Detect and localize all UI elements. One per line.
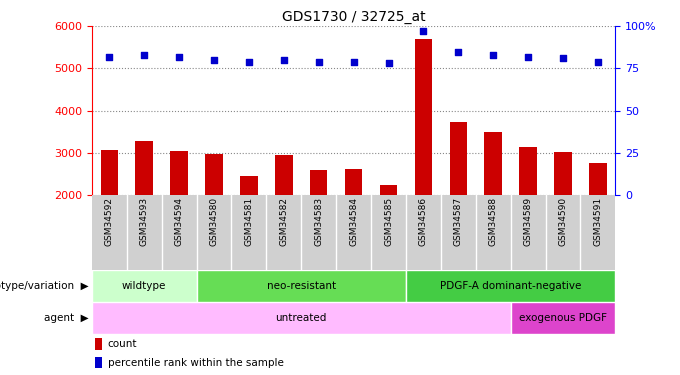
Bar [415,39,432,195]
Bar [92,270,197,302]
Text: GSM34589: GSM34589 [524,197,532,246]
Text: GSM34593: GSM34593 [139,197,149,246]
Bar [520,147,537,195]
Text: GSM34588: GSM34588 [489,197,498,246]
Text: GSM34592: GSM34592 [105,197,114,246]
Text: GSM34582: GSM34582 [279,197,288,246]
Point [592,58,603,64]
Bar [101,150,118,195]
Bar [379,185,397,195]
Point [173,54,184,60]
Text: neo-resistant: neo-resistant [267,281,336,291]
Text: count: count [107,339,137,349]
Text: GSM34591: GSM34591 [594,197,602,246]
Point [523,54,534,60]
Bar [554,152,572,195]
Bar [205,154,222,195]
Point [104,54,115,60]
Text: GSM34585: GSM34585 [384,197,393,246]
Point [488,52,498,58]
Bar [240,176,258,195]
Point [558,56,568,62]
Text: genotype/variation  ▶: genotype/variation ▶ [0,281,88,291]
Bar [197,270,406,302]
Bar [484,132,502,195]
Text: GSM34587: GSM34587 [454,197,463,246]
Text: agent  ▶: agent ▶ [44,313,88,323]
Bar [95,338,102,350]
Text: untreated: untreated [275,313,327,323]
Title: GDS1730 / 32725_at: GDS1730 / 32725_at [282,10,426,24]
Text: GSM34594: GSM34594 [175,197,184,246]
Point [453,49,464,55]
Point [348,58,359,64]
Bar [92,302,511,334]
Text: wildtype: wildtype [122,281,167,291]
Bar [589,162,607,195]
Text: GSM34584: GSM34584 [349,197,358,246]
Text: GSM34586: GSM34586 [419,197,428,246]
Point [278,57,289,63]
Text: PDGF-A dominant-negative: PDGF-A dominant-negative [440,281,581,291]
Point [383,60,394,66]
Bar [449,122,467,195]
Text: GSM34581: GSM34581 [244,197,254,246]
Bar [345,169,362,195]
Bar [135,141,153,195]
Text: GSM34583: GSM34583 [314,197,323,246]
Bar [170,151,188,195]
Point [418,28,429,34]
Text: percentile rank within the sample: percentile rank within the sample [107,358,284,368]
Bar [310,170,327,195]
Point [209,57,220,63]
Text: exogenous PDGF: exogenous PDGF [519,313,607,323]
Bar [95,357,102,368]
Text: GSM34590: GSM34590 [558,197,568,246]
Bar [511,302,615,334]
Bar [275,155,292,195]
Text: GSM34580: GSM34580 [209,197,218,246]
Point [313,58,324,64]
Point [139,52,150,58]
Bar [406,270,615,302]
Point [243,58,254,64]
